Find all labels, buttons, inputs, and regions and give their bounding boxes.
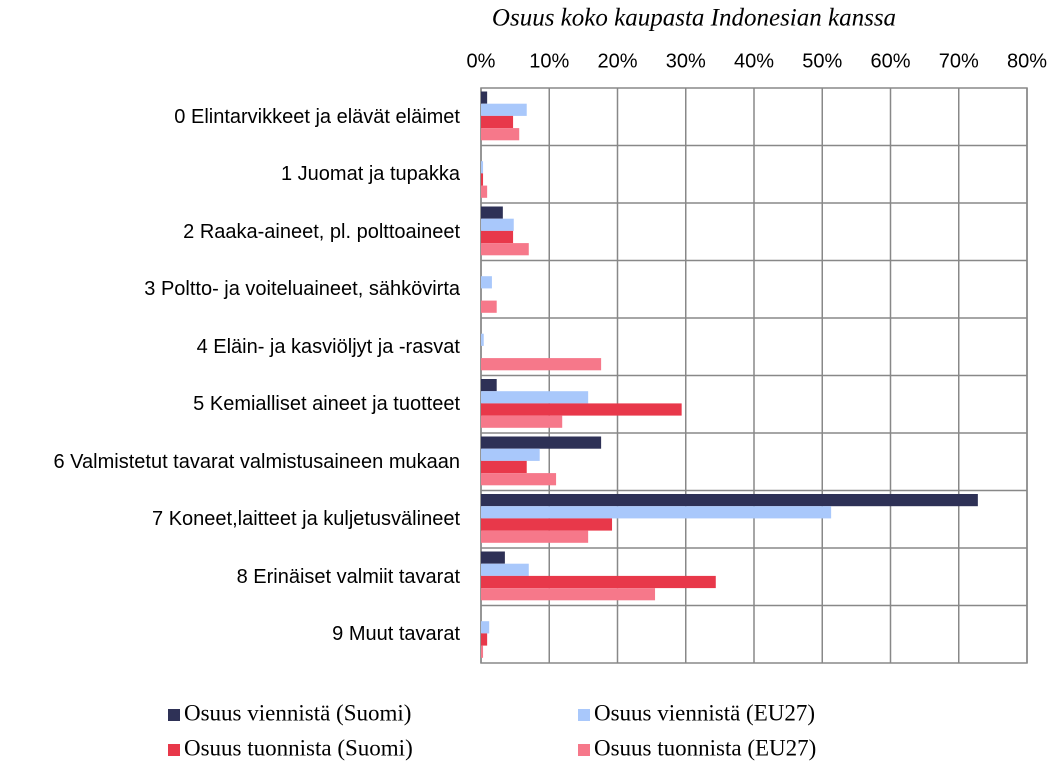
bar bbox=[481, 530, 589, 543]
bar bbox=[481, 185, 488, 198]
bar bbox=[481, 621, 490, 634]
x-tick-label: 20% bbox=[597, 50, 637, 72]
bar bbox=[481, 575, 716, 589]
y-tick-label: 4 Eläin- ja kasviöljyt ja -rasvat bbox=[196, 335, 460, 358]
y-tick-label: 1 Juomat ja tupakka bbox=[281, 163, 460, 186]
y-tick-label: 7 Koneet,laitteet ja kuljetusvälineet bbox=[152, 508, 460, 531]
bar bbox=[481, 551, 505, 564]
bar bbox=[481, 243, 529, 256]
bar bbox=[481, 403, 682, 416]
bar bbox=[481, 206, 503, 219]
bar bbox=[481, 91, 488, 104]
bar bbox=[481, 391, 589, 404]
bar bbox=[481, 633, 488, 646]
y-tick-label: 8 Erinäiset valmiit tavarat bbox=[236, 565, 460, 588]
bar bbox=[481, 473, 557, 486]
bar bbox=[481, 300, 497, 313]
legend-label: Osuus viennistä (Suomi) bbox=[184, 700, 411, 725]
bar bbox=[481, 563, 529, 576]
bar bbox=[481, 506, 832, 519]
bar bbox=[481, 494, 978, 507]
legend-swatch bbox=[168, 709, 180, 721]
y-tick-label: 2 Raaka-aineet, pl. polttoaineet bbox=[183, 220, 460, 243]
y-tick-label: 0 Elintarvikkeet ja elävät eläimet bbox=[174, 105, 460, 128]
bar bbox=[481, 415, 563, 428]
legend-label: Osuus tuonnista (EU27) bbox=[594, 735, 816, 760]
bar bbox=[481, 518, 613, 531]
bar bbox=[481, 276, 492, 289]
x-tick-label: 70% bbox=[939, 50, 979, 72]
bar bbox=[481, 115, 514, 129]
legend-swatch bbox=[578, 744, 590, 756]
bar bbox=[481, 128, 520, 141]
x-tick-label: 50% bbox=[802, 50, 842, 72]
bar bbox=[481, 379, 497, 392]
x-tick-label: 10% bbox=[529, 50, 569, 72]
bar bbox=[481, 358, 602, 371]
x-tick-label: 0% bbox=[467, 50, 496, 72]
y-tick-label: 5 Kemialliset aineet ja tuotteet bbox=[193, 393, 460, 416]
bar bbox=[481, 448, 540, 461]
bar bbox=[481, 333, 484, 346]
bar bbox=[481, 460, 527, 474]
bar bbox=[481, 645, 484, 658]
y-tick-label: 6 Valmistetut tavarat valmistusaineen mu… bbox=[53, 450, 461, 473]
x-tick-label: 60% bbox=[870, 50, 910, 72]
x-tick-label: 40% bbox=[734, 50, 774, 72]
chart-title: Osuus koko kaupasta Indonesian kanssa bbox=[492, 5, 896, 32]
legend-label: Osuus viennistä (EU27) bbox=[594, 700, 815, 725]
bar bbox=[481, 161, 484, 174]
bar bbox=[481, 218, 514, 231]
bar bbox=[481, 436, 602, 449]
x-tick-label: 30% bbox=[666, 50, 706, 72]
bar bbox=[481, 173, 484, 186]
bar bbox=[481, 588, 656, 601]
legend-label: Osuus tuonnista (Suomi) bbox=[184, 735, 413, 760]
bar bbox=[481, 230, 514, 244]
y-tick-label: 3 Poltto- ja voiteluaineet, sähkövirta bbox=[144, 278, 460, 301]
legend-swatch bbox=[578, 709, 590, 721]
y-tick-label: 9 Muut tavarat bbox=[332, 623, 460, 646]
x-tick-label: 80% bbox=[1007, 50, 1047, 72]
bar bbox=[481, 103, 527, 116]
legend-swatch bbox=[168, 744, 180, 756]
